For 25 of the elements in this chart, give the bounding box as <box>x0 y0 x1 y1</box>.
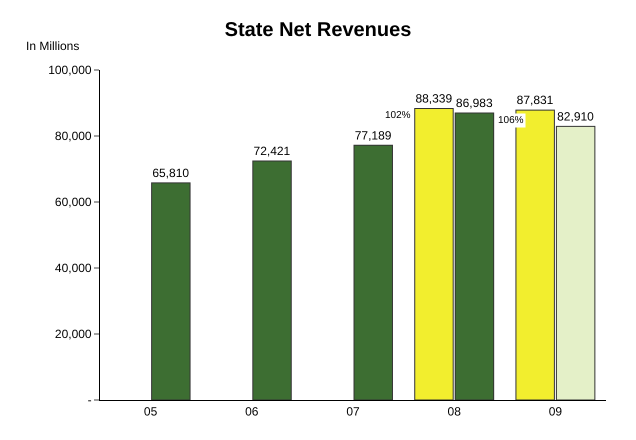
data-label: 87,831 <box>516 93 554 108</box>
x-tick-label: 05 <box>144 404 158 418</box>
data-label: 86,983 <box>456 96 493 110</box>
y-tick-label: 80,000 <box>54 129 92 144</box>
x-tick-label: 09 <box>548 404 562 418</box>
annotation: 106% <box>498 115 524 126</box>
bar <box>354 144 393 400</box>
y-axis-title: In Millions <box>26 39 80 53</box>
annotation: 102% <box>385 110 411 121</box>
x-tick-label: 06 <box>245 404 259 418</box>
y-tick-label: 60,000 <box>54 195 92 210</box>
bar <box>151 182 191 400</box>
y-tick-label: - <box>88 393 92 408</box>
data-label: 88,339 <box>415 91 452 106</box>
y-tick-label: 100,000 <box>48 63 92 78</box>
y-tick-label: 40,000 <box>54 261 92 276</box>
x-tick-label: 08 <box>448 404 462 418</box>
data-label: 82,910 <box>557 109 594 124</box>
bar <box>252 160 292 400</box>
data-label: 72,421 <box>254 144 291 158</box>
chart-title: State Net Revenues <box>224 19 412 41</box>
y-tick-label: 20,000 <box>54 327 92 342</box>
x-tick-label: 07 <box>346 404 360 418</box>
data-label: 65,810 <box>152 166 190 180</box>
data-label: 77,189 <box>354 128 392 142</box>
